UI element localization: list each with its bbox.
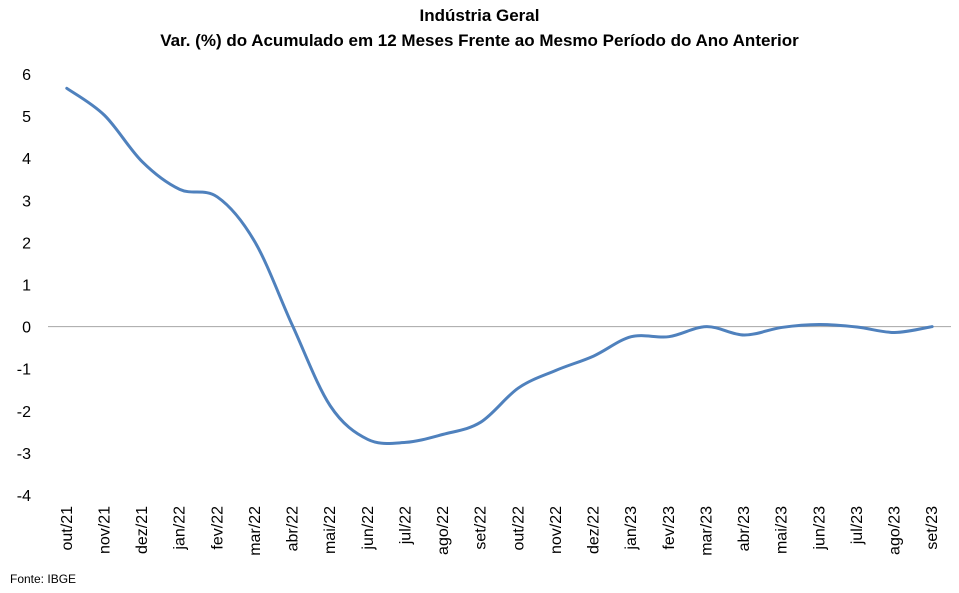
y-tick-label: 0 xyxy=(22,320,31,337)
x-tick-label: jun/22 xyxy=(360,506,377,551)
x-tick-label: abr/23 xyxy=(736,506,753,551)
chart-subtitle: Var. (%) do Acumulado em 12 Meses Frente… xyxy=(160,31,799,50)
y-tick-label: 1 xyxy=(22,278,31,295)
data-point xyxy=(365,437,370,442)
data-point xyxy=(215,194,220,199)
data-point xyxy=(892,330,897,335)
x-tick-label: jul/22 xyxy=(397,506,414,545)
y-tick-label: 6 xyxy=(22,67,31,84)
y-tick-label: 2 xyxy=(22,235,31,252)
data-point xyxy=(704,324,709,329)
x-tick-label: set/23 xyxy=(924,506,941,550)
data-point xyxy=(666,334,671,339)
data-point xyxy=(290,323,295,328)
data-point xyxy=(140,159,145,164)
data-point xyxy=(441,432,446,437)
data-point xyxy=(854,325,859,330)
data-point xyxy=(629,334,634,339)
x-tick-label: mar/22 xyxy=(247,506,264,556)
data-point xyxy=(516,386,521,391)
x-tick-label: dez/21 xyxy=(134,506,151,554)
y-tick-label: -1 xyxy=(17,362,31,379)
data-point xyxy=(478,420,483,425)
x-tick-label: ago/22 xyxy=(435,506,452,555)
data-point xyxy=(102,113,107,118)
x-tick-label: nov/22 xyxy=(548,506,565,554)
x-tick-label: ago/23 xyxy=(887,506,904,555)
x-tick-label: fev/23 xyxy=(661,506,678,550)
chart-title: Indústria Geral xyxy=(419,6,540,25)
data-point xyxy=(553,368,558,373)
data-point xyxy=(930,324,935,329)
x-tick-label: out/22 xyxy=(510,506,527,551)
x-tick-label: mai/22 xyxy=(322,506,339,554)
x-tick-label: mai/23 xyxy=(774,506,791,554)
data-point xyxy=(591,354,596,359)
x-tick-label: dez/22 xyxy=(586,506,603,554)
series-line xyxy=(65,86,934,446)
data-point xyxy=(252,239,257,244)
x-tick-label: mar/23 xyxy=(698,506,715,556)
y-tick-label: 5 xyxy=(22,109,31,126)
x-tick-label: abr/22 xyxy=(285,506,302,551)
y-tick-label: -2 xyxy=(17,404,31,421)
x-tick-label: jul/23 xyxy=(849,506,866,545)
data-point xyxy=(328,403,333,408)
x-tick-label: jun/23 xyxy=(811,506,828,551)
data-point xyxy=(817,322,822,327)
x-tick-label: jan/23 xyxy=(623,506,640,551)
data-point xyxy=(177,187,182,192)
x-tick-label: out/21 xyxy=(59,506,76,551)
x-tick-label: set/22 xyxy=(473,506,490,550)
x-tick-label: jan/22 xyxy=(172,506,189,551)
data-point xyxy=(742,333,747,338)
data-point xyxy=(779,325,784,330)
data-point xyxy=(64,86,69,91)
x-tick-label: fev/22 xyxy=(209,506,226,550)
y-tick-label: -4 xyxy=(17,488,31,505)
y-tick-label: -3 xyxy=(17,446,31,463)
x-tick-label: nov/21 xyxy=(96,506,113,554)
data-point xyxy=(403,440,408,445)
y-tick-label: 3 xyxy=(22,193,31,210)
y-tick-label: 4 xyxy=(22,151,31,168)
source-note: Fonte: IBGE xyxy=(10,572,77,586)
